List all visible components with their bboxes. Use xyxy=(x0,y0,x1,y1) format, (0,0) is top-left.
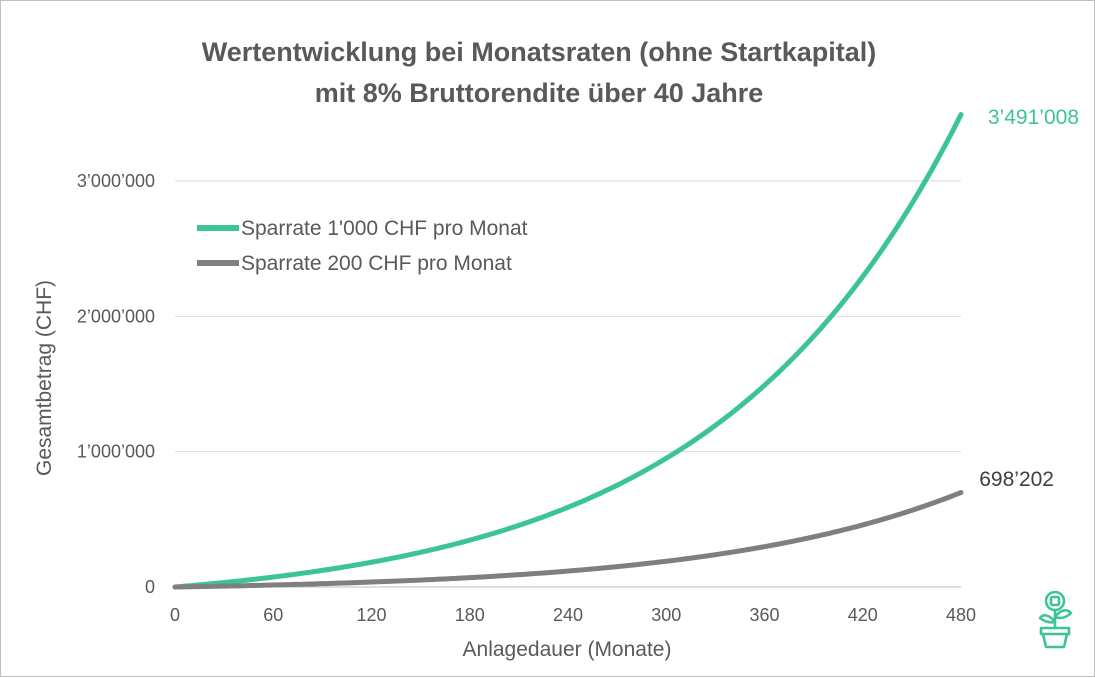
y-tick-label: 2’000’000 xyxy=(77,306,155,326)
legend-label-1000: Sparrate 1'000 CHF pro Monat xyxy=(241,217,528,240)
x-tick-label: 0 xyxy=(170,605,180,625)
series-line-0 xyxy=(172,112,964,590)
y-axis-ticks: 0 1’000’000 2’000’000 3’000’000 xyxy=(77,171,155,597)
end-labels: 3’491’008 698’202 xyxy=(979,106,1079,491)
chart-title: Wertentwicklung bei Monatsraten (ohne St… xyxy=(202,37,877,67)
y-tick-label: 0 xyxy=(145,577,155,597)
x-tick-label: 120 xyxy=(356,605,386,625)
x-tick-label: 420 xyxy=(848,605,878,625)
x-axis-label: Anlagedauer (Monate) xyxy=(463,638,672,661)
series-line-1 xyxy=(172,490,964,590)
y-tick-label: 3’000’000 xyxy=(77,171,155,191)
legend-label-200: Sparrate 200 CHF pro Monat xyxy=(241,252,512,275)
x-tick-label: 360 xyxy=(749,605,779,625)
x-tick-label: 300 xyxy=(651,605,681,625)
plant-pot-icon xyxy=(1038,590,1073,649)
series-lines xyxy=(172,112,964,590)
y-tick-label: 1’000’000 xyxy=(77,442,155,462)
legend: Sparrate 1'000 CHF pro Monat Sparrate 20… xyxy=(197,217,528,275)
end-label-1000: 3’491’008 xyxy=(988,106,1079,129)
x-tick-label: 180 xyxy=(455,605,485,625)
x-tick-label: 480 xyxy=(946,605,976,625)
chart-subtitle: mit 8% Bruttorendite über 40 Jahre xyxy=(315,78,764,108)
x-tick-label: 240 xyxy=(553,605,583,625)
end-label-200: 698’202 xyxy=(979,468,1054,491)
x-axis-ticks: 0 60 120 180 240 300 360 420 480 xyxy=(170,605,976,625)
y-axis-label: Gesamtbetrag (CHF) xyxy=(33,280,56,476)
grid xyxy=(175,180,961,588)
x-tick-label: 60 xyxy=(263,605,283,625)
